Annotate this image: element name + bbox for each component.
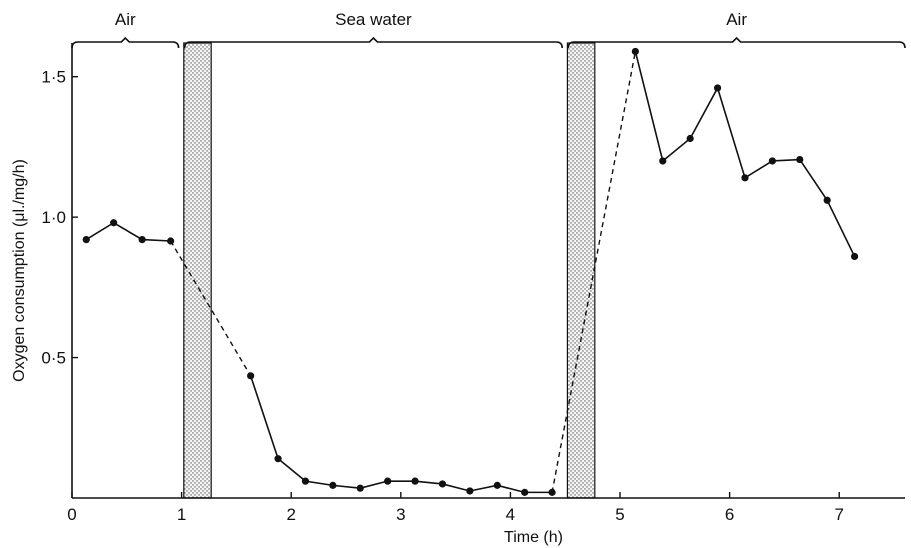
y-tick-label: 1·0 (41, 208, 66, 227)
x-axis-title: Time (h) (504, 529, 563, 546)
phase-label: Air (726, 10, 747, 29)
dashed-segment (170, 240, 252, 377)
data-point (274, 455, 282, 463)
x-tick-label: 4 (506, 505, 515, 524)
data-point (110, 219, 118, 227)
series-line (249, 375, 553, 494)
transfer-band (183, 42, 212, 499)
x-tick-label: 2 (286, 505, 295, 524)
y-tick-label: 1·5 (41, 68, 66, 87)
y-tick-label: 0·5 (41, 349, 66, 368)
data-point (138, 236, 146, 244)
data-point (521, 488, 529, 496)
data-point (631, 47, 639, 56)
y-axis-title: Oxygen consumption (μl./mg/h) (11, 159, 28, 382)
data-point (466, 487, 474, 495)
data-point (356, 484, 364, 492)
phase-label: Sea water (335, 10, 412, 29)
dashed-segment (551, 51, 637, 493)
data-point (548, 488, 556, 496)
transfer-band (566, 42, 596, 499)
data-point (301, 477, 310, 485)
data-point (167, 237, 175, 245)
data-point (82, 236, 90, 244)
data-point (796, 155, 804, 164)
x-tick-label: 0 (67, 505, 76, 524)
data-point (384, 477, 392, 485)
data-point (850, 252, 859, 261)
x-tick-label: 7 (835, 505, 844, 524)
data-point (686, 134, 694, 143)
series-line (634, 51, 856, 257)
data-point (768, 157, 776, 165)
data-point (329, 481, 337, 489)
phase-bracket (71, 36, 180, 49)
x-tick-label: 6 (725, 505, 734, 524)
data-point (823, 196, 831, 204)
x-tick-label: 5 (615, 505, 624, 524)
data-point (247, 372, 255, 380)
series-line (85, 221, 171, 242)
data-point (493, 481, 501, 489)
x-tick-label: 1 (177, 505, 186, 524)
data-point (659, 157, 667, 165)
phase-bracket (183, 36, 564, 49)
data-point (438, 480, 447, 488)
x-tick-label: 3 (396, 505, 405, 524)
data-point (741, 174, 749, 182)
data-point (713, 84, 722, 92)
phase-label: Air (115, 10, 136, 29)
phase-bracket (567, 36, 906, 49)
data-point (411, 477, 419, 485)
